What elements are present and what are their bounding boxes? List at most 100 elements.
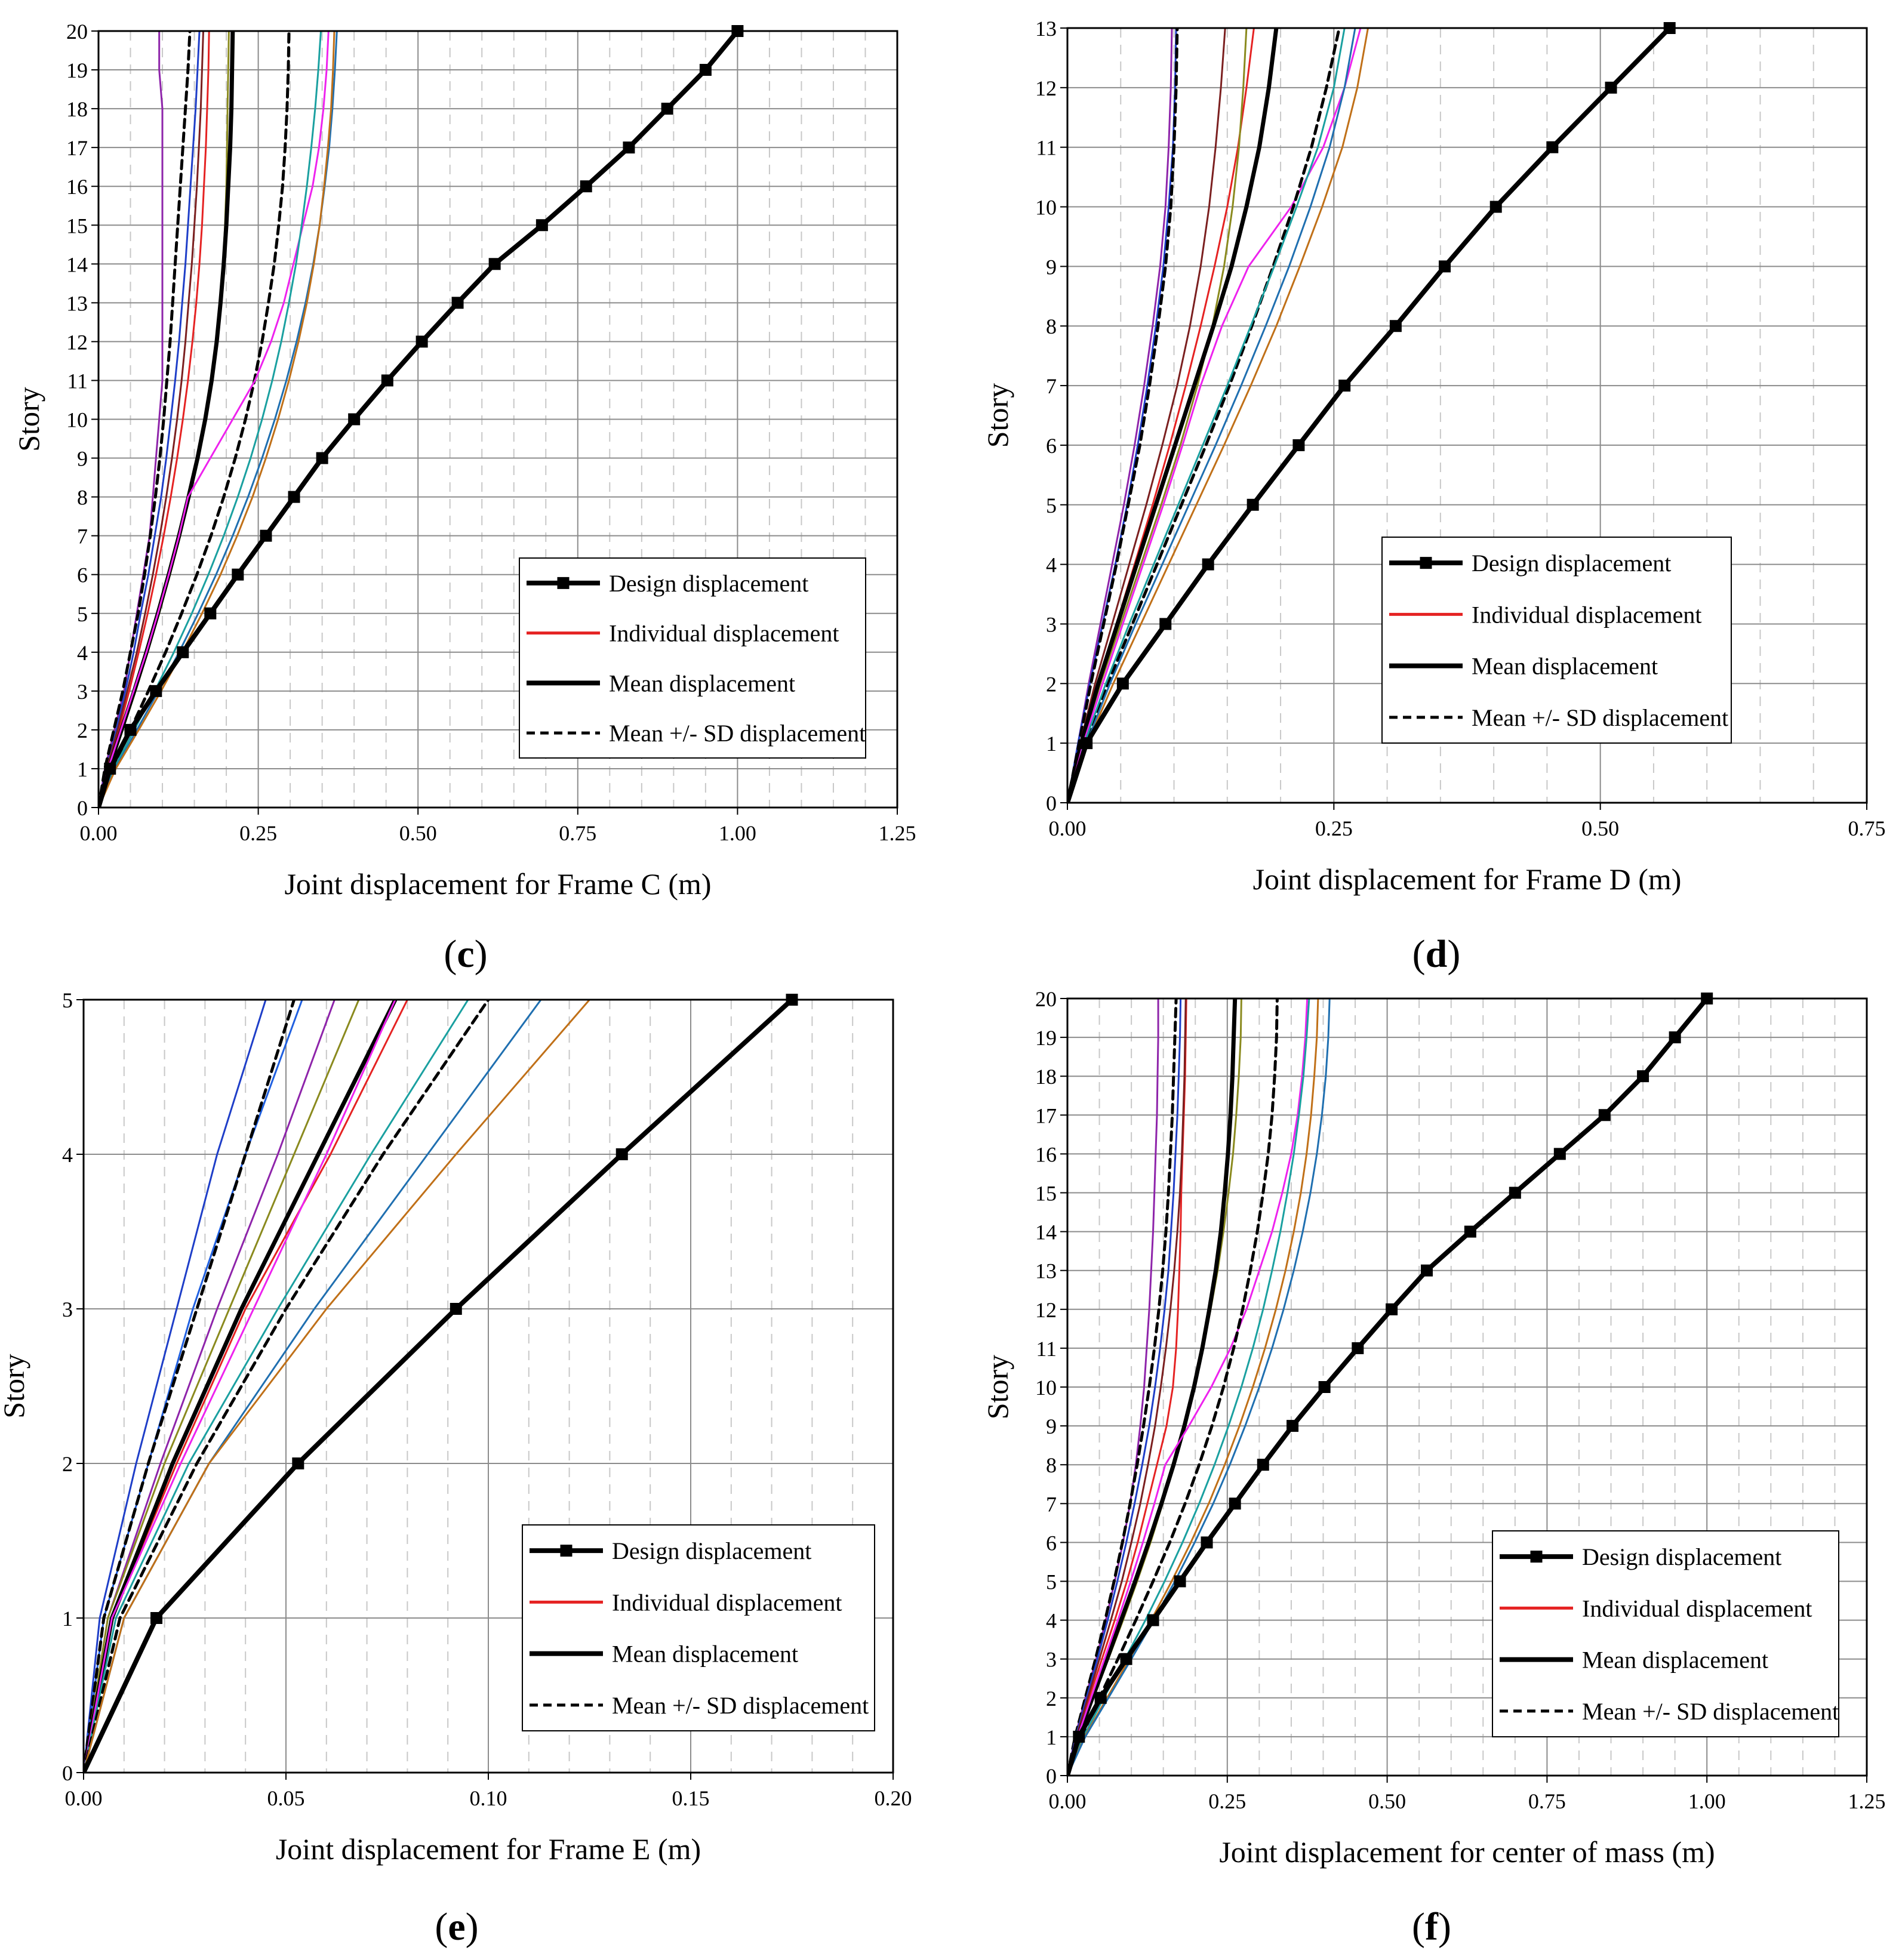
y-tick-label: 20 (66, 20, 88, 44)
y-tick-label: 1 (1046, 732, 1057, 756)
design-point-marker (288, 491, 300, 503)
x-tick-label: 0.75 (1848, 816, 1886, 840)
x-tick-label: 0.00 (80, 821, 118, 845)
design-point-marker (661, 103, 673, 115)
legend: Design displacement Individual displaceme… (1381, 537, 1732, 744)
y-tick-label: 12 (1035, 1298, 1057, 1322)
y-tick-label: 5 (1046, 494, 1057, 517)
panel-label-open: ( (1412, 1905, 1425, 1949)
legend-label: Mean +/- SD displacement (612, 1692, 869, 1719)
x-tick-label: 0.25 (1208, 1789, 1246, 1813)
y-tick-label: 17 (66, 136, 88, 160)
individual-displacement-line (1067, 28, 1226, 803)
individual-displacement-line (84, 1000, 303, 1773)
y-tick-label: 9 (1046, 1414, 1057, 1438)
design-point-marker (1637, 1070, 1649, 1083)
panel-label-open: ( (1412, 932, 1426, 976)
legend-label: Mean +/- SD displacement (609, 720, 866, 747)
design-point-marker (1439, 260, 1451, 273)
x-axis-label: Joint displacement for Frame C (m) (284, 867, 711, 901)
design-point-marker (1116, 677, 1129, 690)
design-point-marker (1201, 1536, 1213, 1549)
y-tick-label: 3 (62, 1298, 73, 1321)
design-point-marker (1257, 1459, 1269, 1471)
y-tick-label: 3 (1046, 1648, 1057, 1672)
design-point-marker (1389, 320, 1402, 332)
y-tick-label: 9 (1046, 255, 1057, 279)
y-tick-label: 20 (1035, 987, 1057, 1011)
mean-sd-line (99, 31, 291, 808)
design-point-marker (204, 607, 217, 620)
legend-label: Mean displacement (1472, 653, 1658, 680)
x-tick-label: 0.20 (875, 1786, 912, 1810)
y-tick-label: 10 (1035, 1376, 1057, 1400)
design-point-marker (232, 568, 244, 581)
individual-displacement-line (1067, 999, 1331, 1776)
individual-displacement-line (84, 1000, 542, 1773)
design-point-marker (150, 685, 162, 697)
y-tick-label: 3 (1046, 612, 1057, 636)
legend-label: Mean +/- SD displacement (1472, 704, 1728, 731)
legend-label: Design displacement (612, 1537, 811, 1564)
individual-displacement-line (1067, 28, 1173, 803)
y-tick-label: 18 (1035, 1065, 1057, 1089)
y-tick-label: 17 (1035, 1104, 1057, 1127)
legend-box (522, 1524, 875, 1731)
design-point-marker (1081, 737, 1093, 750)
legend-sample-marker (560, 1545, 573, 1557)
design-point-marker (580, 180, 592, 193)
chart-panel-e: 0.00 0.05 0.10 0.15 0.20 0 1 2 3 4 5 Joint displace… (0, 988, 912, 1949)
y-tick-label: 0 (1046, 791, 1057, 815)
legend-label: Individual displacement (1582, 1595, 1812, 1622)
y-tick-label: 5 (77, 602, 88, 626)
legend-box (519, 557, 866, 759)
individual-displacement-line (1067, 28, 1369, 803)
design-displacement-line (1067, 28, 1672, 803)
panel-label-letter: c (457, 932, 474, 976)
y-tick-label: 0 (77, 796, 88, 820)
panel-label-close: ) (1447, 932, 1460, 976)
individual-displacement-line (1067, 999, 1309, 1776)
y-tick-label: 11 (1036, 136, 1057, 160)
individual-displacement-line (1067, 28, 1248, 803)
design-point-marker (535, 219, 548, 232)
panel-label-close: ) (1438, 1905, 1451, 1949)
design-point-marker (177, 646, 189, 658)
y-tick-label: 16 (66, 175, 88, 199)
design-point-marker (1546, 141, 1559, 153)
y-tick-label: 19 (1035, 1026, 1057, 1050)
series-group (1067, 28, 1672, 803)
y-tick-label: 5 (62, 988, 73, 1012)
design-point-marker (316, 452, 328, 464)
x-tick-label: 0.25 (239, 821, 277, 845)
design-point-marker (1147, 1614, 1159, 1626)
individual-displacement-line (84, 1000, 360, 1773)
individual-displacement-line (1067, 999, 1159, 1776)
panel-label-letter: f (1425, 1905, 1439, 1949)
legend-label: Individual displacement (609, 620, 839, 647)
y-tick-label: 7 (1046, 1492, 1057, 1516)
y-tick-label: 4 (62, 1143, 73, 1167)
individual-displacement-line (99, 31, 204, 808)
design-point-marker (1287, 1420, 1299, 1432)
mean-sd-line (1067, 28, 1341, 803)
y-tick-label: 2 (62, 1452, 73, 1476)
individual-displacement-line (99, 31, 201, 808)
mean-sd-line (84, 1000, 296, 1773)
individual-displacement-line (84, 1000, 396, 1773)
y-tick-label: 12 (66, 330, 88, 354)
panel-label: (f) (1412, 1905, 1451, 1949)
x-tick-label: 0.75 (559, 821, 596, 845)
x-tick-label: 1.25 (879, 821, 916, 845)
design-point-marker (615, 1148, 628, 1160)
legend-label: Mean displacement (612, 1641, 798, 1668)
y-tick-label: 13 (66, 291, 88, 315)
y-tick-label: 14 (66, 252, 88, 276)
individual-displacement-line (1067, 999, 1182, 1776)
y-tick-label: 9 (77, 447, 88, 471)
design-point-marker (1669, 1031, 1681, 1044)
design-point-marker (488, 258, 501, 270)
mean-sd-line (99, 31, 192, 808)
design-point-marker (150, 1612, 163, 1624)
legend-sample-marker (1530, 1551, 1543, 1563)
